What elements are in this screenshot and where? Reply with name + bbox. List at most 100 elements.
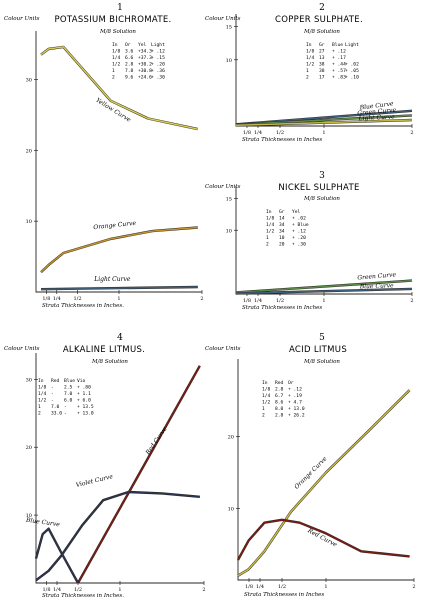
table-cell: + .80 <box>77 385 91 391</box>
table-cell: +34.3 <box>138 49 152 55</box>
table-cell: - <box>64 405 67 410</box>
chart-number: 2 <box>319 3 325 13</box>
series-line <box>77 365 201 584</box>
table-cell: + .83 <box>332 75 346 81</box>
table-cell: + .44 <box>332 62 346 68</box>
table-cell: 1/2 <box>266 229 275 235</box>
x-tick-label: 1 <box>117 296 120 302</box>
y-axis-label: Colour Units <box>205 16 241 22</box>
axes <box>235 186 412 295</box>
x-tick-label: 1/8 <box>42 587 50 593</box>
series-label: Blue Curve <box>358 100 394 111</box>
table-header-cell: Blue <box>332 42 343 48</box>
chart-panel-2: 2 COPPER SULPHATE. M/8 Solution Colour Unit… <box>205 3 414 143</box>
table-cell: 38 <box>319 68 325 74</box>
chart-subtitle: M/8 Solution <box>303 196 340 202</box>
table-cell: 2 <box>112 75 115 81</box>
table-cell: 6.0 <box>64 398 73 404</box>
x-tick-label: 1/4 <box>254 130 262 136</box>
series-line <box>35 491 200 581</box>
series-label: Light Curve <box>93 276 131 283</box>
table-cell: - <box>51 386 54 391</box>
table-header-cell: Red <box>275 380 284 386</box>
x-tick-label: 2 <box>412 584 415 590</box>
table-cell: + 13.0 <box>77 411 94 417</box>
chart-subtitle: M/8 Solution <box>91 359 128 365</box>
table-cell: - <box>51 399 54 404</box>
chart-number: 4 <box>117 333 123 343</box>
series-label: Violet Curve <box>75 473 114 489</box>
x-tick-label: 2 <box>410 130 413 136</box>
table-cell: + .12 <box>288 387 302 393</box>
x-tick-label: 1/4 <box>254 298 262 304</box>
table-cell: +24.6 <box>138 75 152 81</box>
table-cell: 1/4 <box>38 391 47 397</box>
y-tick-label: 10 <box>26 219 32 225</box>
table-cell: 38 <box>319 62 325 68</box>
table-header-cell: In <box>112 42 118 48</box>
table-cell: 20 <box>279 242 285 248</box>
series-line-outline <box>40 226 198 274</box>
table-cell: 3.6 <box>125 49 134 55</box>
x-tick-label: 1/2 <box>73 296 81 302</box>
x-tick-label: 1/2 <box>74 587 82 593</box>
table-cell: 1/4 <box>266 222 275 228</box>
chart-title: ALKALINE LITMUS. <box>63 345 145 355</box>
table-cell: 8.0 <box>275 406 284 412</box>
y-tick-label: 20 <box>26 148 32 154</box>
table-header-cell: Or <box>288 380 294 386</box>
axes <box>237 359 414 581</box>
table-cell: 1 <box>38 404 41 410</box>
table-cell: + .20 <box>292 235 306 241</box>
table-cell: 2.8 <box>275 387 284 393</box>
chart-subtitle: M/8 Solution <box>303 29 340 35</box>
table-cell: + .17 <box>332 55 346 61</box>
table-cell: 2 <box>38 411 41 417</box>
x-tick-label: 1 <box>322 298 325 304</box>
y-tick-label: 20 <box>26 445 32 451</box>
table-header-cell: In <box>262 380 268 386</box>
axes <box>235 14 412 127</box>
table-cell: 2 <box>306 75 309 81</box>
series-line <box>235 279 413 294</box>
table-cell: 6.7 <box>275 393 284 399</box>
table-cell: + .12 <box>292 229 306 235</box>
table-cell: 2 <box>262 413 265 419</box>
table-cell: 1 <box>112 68 115 74</box>
x-tick-label: 1/4 <box>256 584 264 590</box>
table-cell: + 1.1 <box>77 391 91 397</box>
series-line-outline <box>35 490 200 582</box>
table-header-cell: Light <box>345 42 359 48</box>
series-label: Blue Curve <box>359 282 395 290</box>
table-cell: 1/2 <box>262 400 271 406</box>
table-cell: + .12 <box>332 49 346 55</box>
table-cell: 9.6 <box>125 75 134 81</box>
series-line <box>35 527 79 584</box>
chart-subtitle: M/8 Solution <box>99 29 136 35</box>
table-cell: 1/8 <box>38 385 47 391</box>
data-table: In Gr Yel 1/8 14 + .02 1/4 34 + Blue 1/2 34 + .12 1 1… <box>266 209 309 248</box>
x-tick-label: 1 <box>322 130 325 136</box>
table-cell: 8.6 <box>275 400 284 406</box>
table-header-cell: Blue <box>64 378 75 384</box>
table-cell: 2.8 <box>125 62 134 68</box>
x-tick-label: 1/2 <box>278 584 286 590</box>
table-cell: +30.8 <box>138 68 152 74</box>
table-header-cell: Gr <box>319 42 325 48</box>
x-tick-label: 1 <box>324 584 327 590</box>
data-table: In Red Or 1/8 2.8 + .12 1/4 6.7 + .19 1/2 8.6 + 4.7… <box>262 380 305 419</box>
series-label: Green Curve <box>357 107 397 117</box>
table-cell: + 4.7 <box>288 400 302 406</box>
chart-panel-5: 5 ACID LITMUS M/8 Solution Colour Units Stra… <box>205 333 416 598</box>
table-cell: - <box>64 412 67 417</box>
series-line <box>40 226 198 273</box>
x-tick-label: 2 <box>410 298 413 304</box>
series-label: Red Curve <box>144 425 169 456</box>
table-header-cell: Light <box>151 42 165 48</box>
chart-number: 5 <box>319 333 325 343</box>
x-tick-label: 1/4 <box>53 296 61 302</box>
table-cell: 1 <box>262 406 265 412</box>
table-header-cell: In <box>266 209 272 215</box>
table-header-cell: Yel <box>292 209 301 215</box>
x-tick-label: 2 <box>200 296 203 302</box>
